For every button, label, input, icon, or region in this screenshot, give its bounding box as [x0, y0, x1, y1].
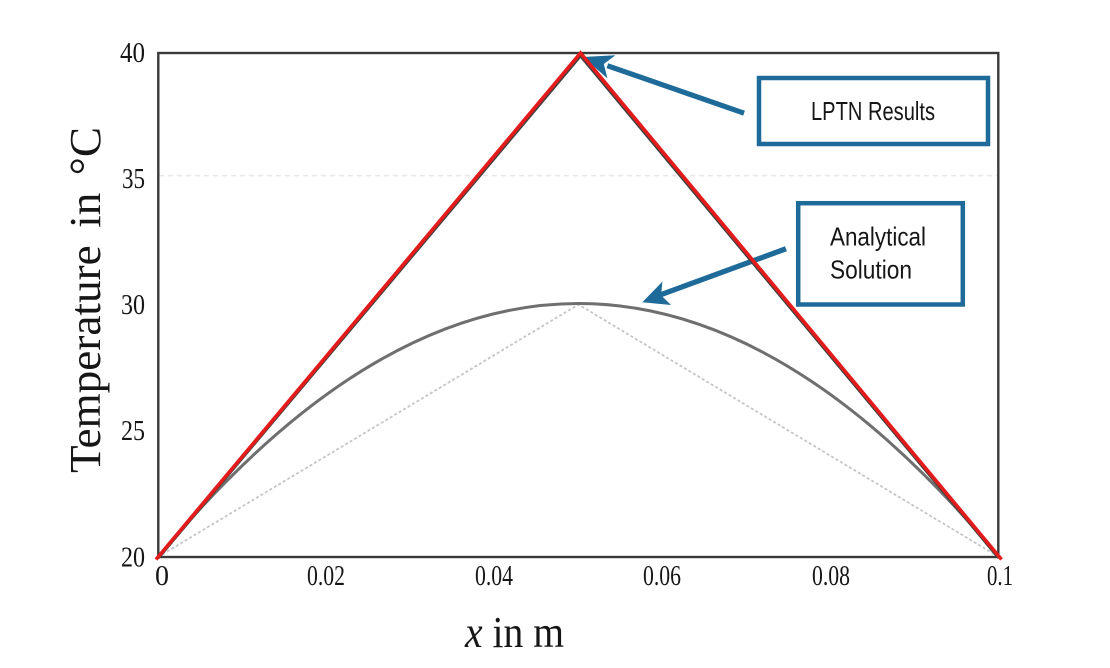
svg-text:0.1: 0.1: [987, 561, 1013, 592]
svg-text:Analytical: Analytical: [830, 222, 926, 252]
svg-text:30: 30: [121, 290, 145, 321]
svg-text:Solution: Solution: [830, 255, 912, 285]
svg-text:0: 0: [155, 561, 169, 592]
svg-text:20: 20: [121, 542, 145, 573]
svg-text:LPTN Results: LPTN Results: [811, 96, 935, 126]
svg-text:0.08: 0.08: [812, 561, 850, 592]
svg-text:40: 40: [120, 38, 145, 69]
svg-text:x in m: x in m: [464, 608, 564, 657]
svg-text:0.02: 0.02: [307, 561, 345, 592]
svg-text:25: 25: [121, 416, 145, 447]
svg-text:0.04: 0.04: [475, 561, 513, 592]
svg-text:0.06: 0.06: [643, 561, 681, 592]
svg-text:Temperature in °C: Temperature in °C: [61, 127, 110, 473]
svg-text:35: 35: [122, 164, 145, 195]
